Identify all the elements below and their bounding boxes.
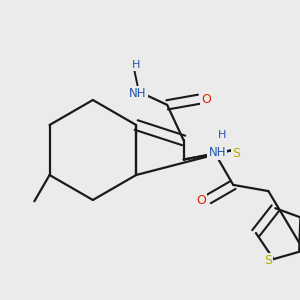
Text: H: H [218,130,226,140]
Text: O: O [196,194,206,208]
Text: NH: NH [129,86,147,100]
Text: H: H [131,60,140,70]
Text: S: S [264,254,272,267]
Text: NH: NH [208,146,226,159]
Text: O: O [201,93,211,106]
Text: S: S [232,147,240,160]
